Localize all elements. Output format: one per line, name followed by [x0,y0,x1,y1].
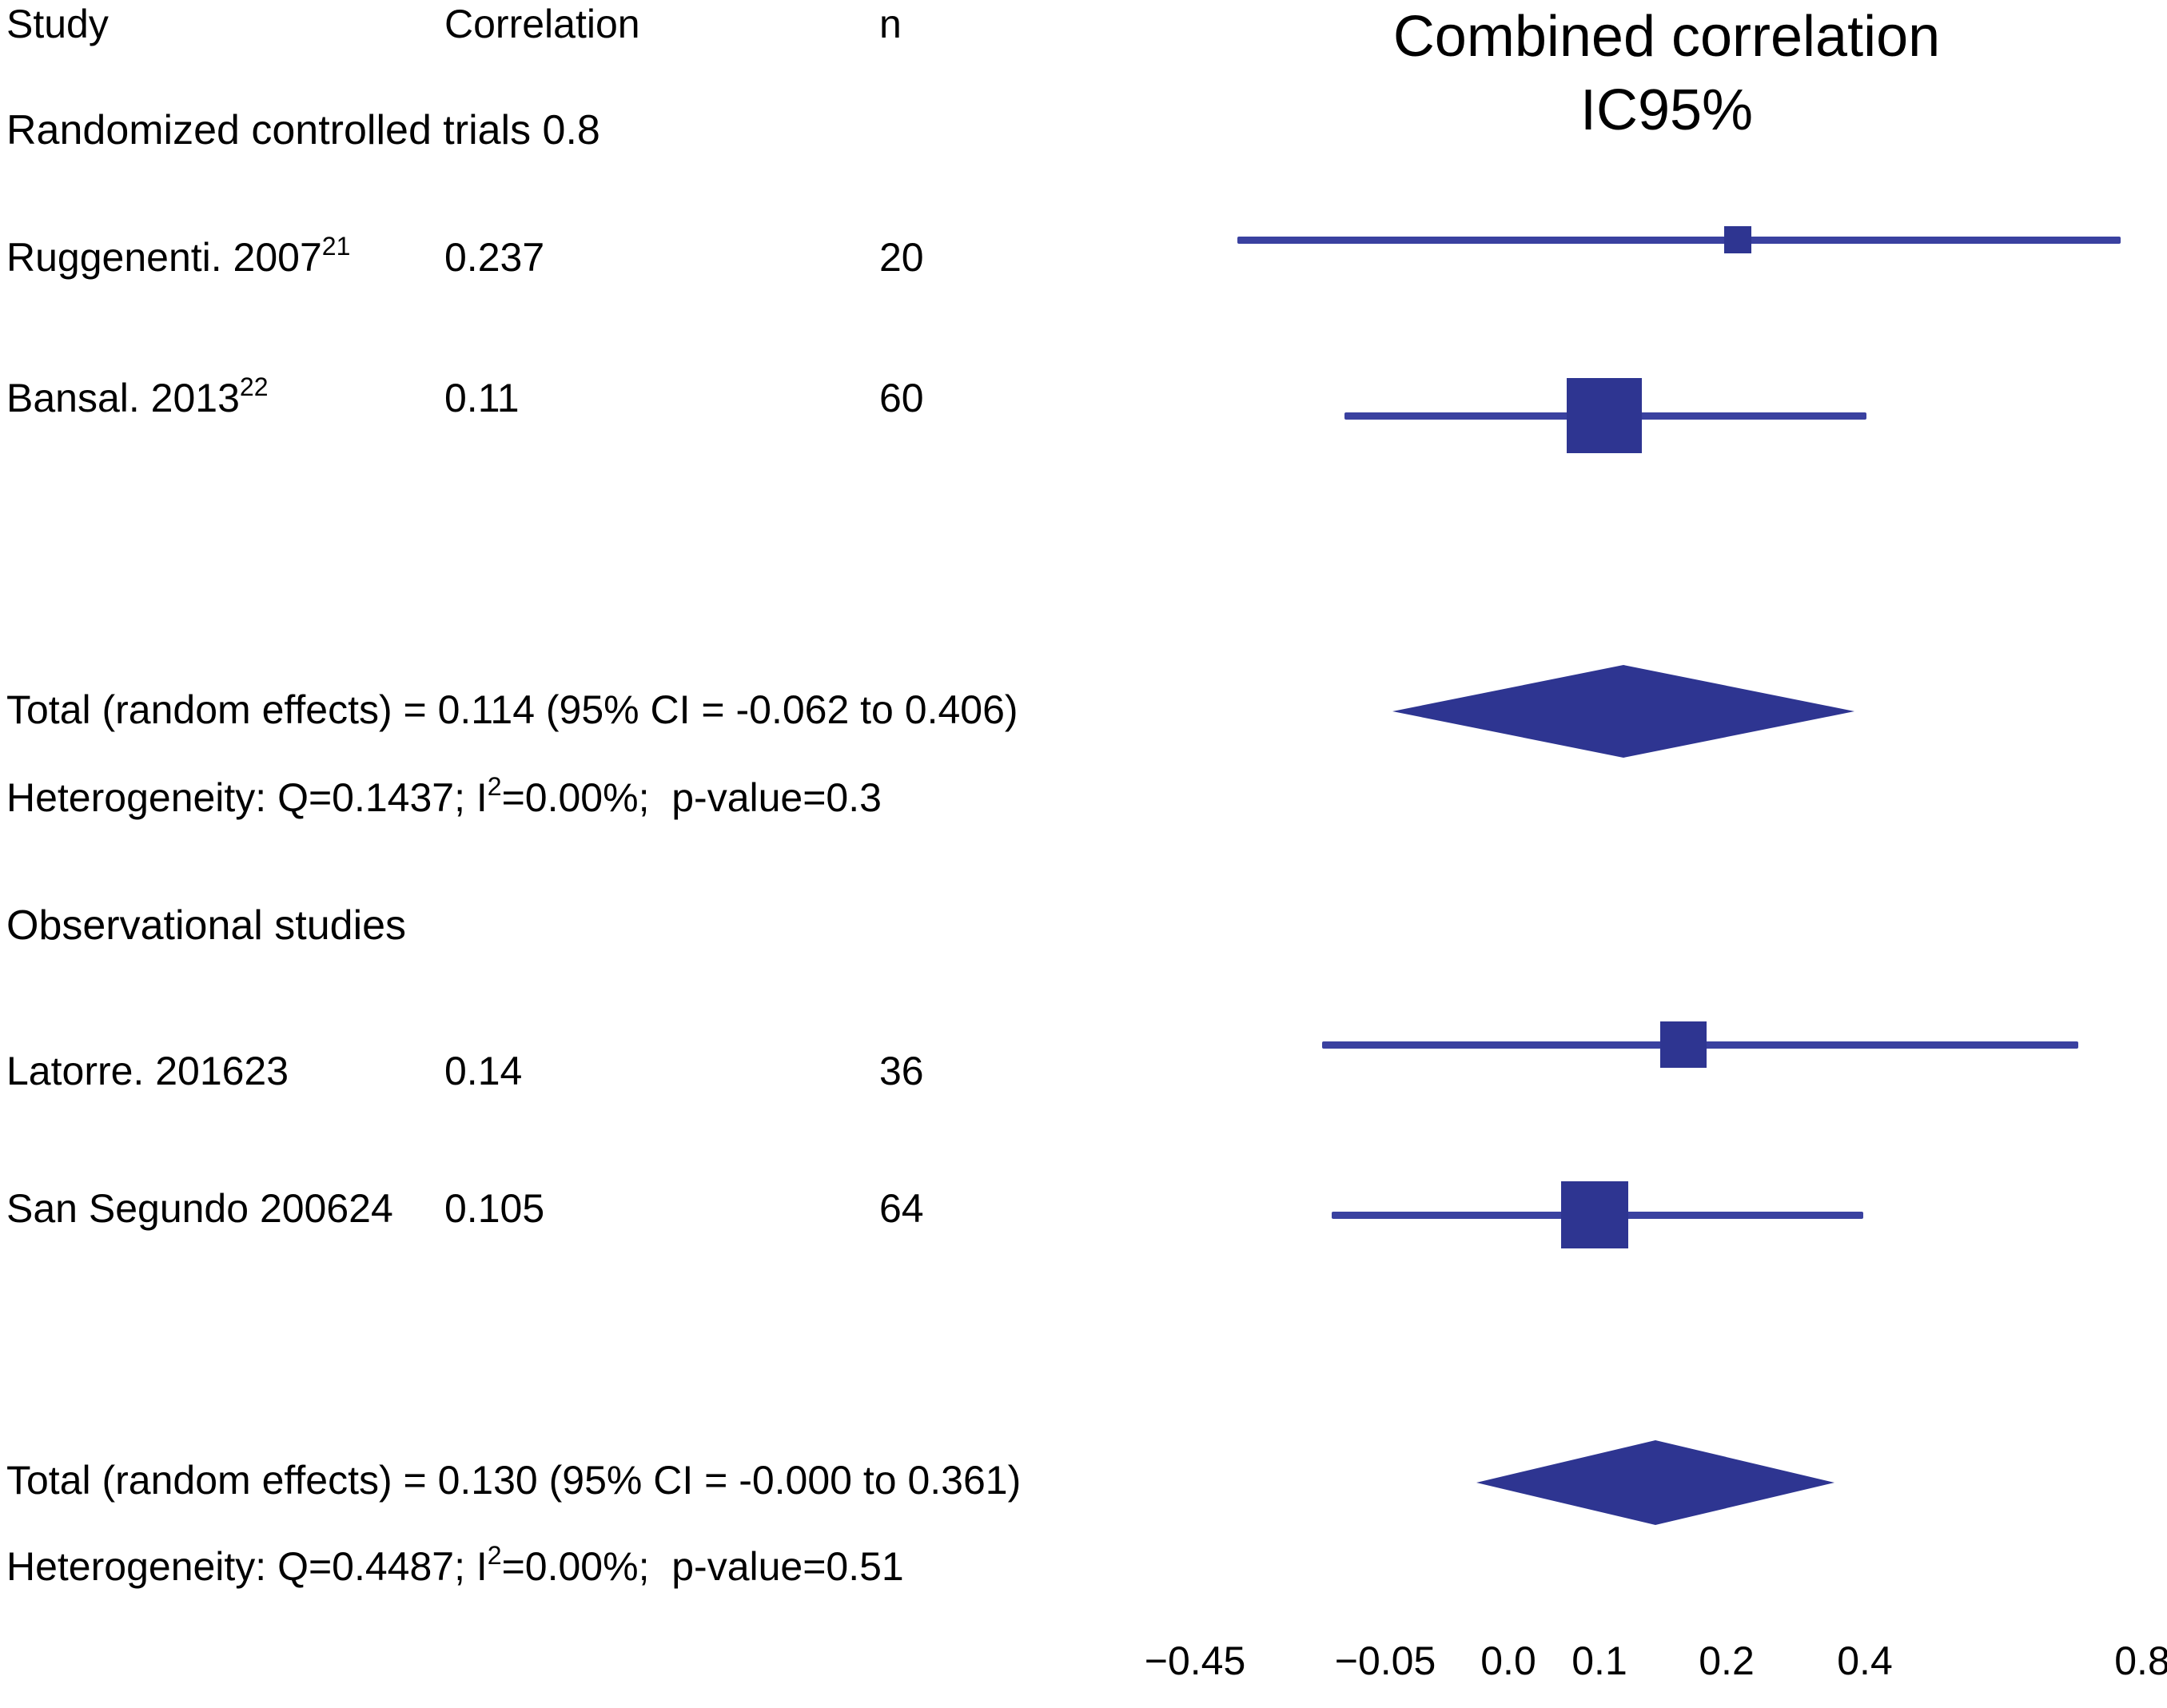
heterogeneity-prefix: Heterogeneity: Q=0.4487; I [6,1544,488,1589]
study-n-value: 60 [879,376,924,420]
study-weight-square [1567,378,1642,453]
study-name: San Segundo 200624 [6,1186,393,1231]
study-correlation-value: 0.237 [444,235,545,280]
study-name: Bansal. 2013 [6,376,240,420]
chart-title: Combined correlation IC95% [1351,0,1982,147]
column-header-study: Study [6,2,109,46]
study-weight-square [1660,1021,1707,1068]
heterogeneity-prefix: Heterogeneity: Q=0.1437; I [6,775,488,820]
group-heterogeneity-text: Heterogeneity: Q=0.4487; I2=0.00%; p-val… [6,1541,904,1595]
study-correlation-value: 0.14 [444,1049,523,1093]
study-weight-square [1724,226,1751,253]
study-n-value: 20 [879,235,924,280]
pooled-estimate-diamond [1392,665,1854,758]
heterogeneity-suffix: =0.00%; p-value=0.51 [501,1544,904,1589]
x-axis-tick-label: −0.45 [1144,1638,1246,1683]
group-total-text: Total (random effects) = 0.114 (95% CI =… [6,687,1018,732]
heterogeneity-suffix: =0.00%; p-value=0.3 [501,775,882,820]
study-n-value: 64 [879,1186,924,1231]
column-header-n: n [879,2,902,46]
x-axis-tick-label: 0.1 [1571,1638,1627,1683]
x-axis-tick-label: 0.0 [1480,1638,1536,1683]
group-heterogeneity-text: Heterogeneity: Q=0.1437; I2=0.00%; p-val… [6,772,882,826]
study-weight-square [1561,1181,1628,1248]
section-header-rct: Randomized controlled trials 0.8 [6,107,600,153]
i-squared-superscript: 2 [487,772,502,801]
study-name: Latorre. 201623 [6,1049,289,1093]
study-label: Latorre. 201623 [6,1047,289,1100]
group-total-text: Total (random effects) = 0.130 (95% CI =… [6,1458,1022,1503]
x-axis-tick-label: 0.4 [1837,1638,1893,1683]
confidence-interval-line [1237,236,2121,244]
study-n-value: 36 [879,1049,924,1093]
i-squared-superscript: 2 [487,1541,502,1570]
section-header-observational: Observational studies [6,902,407,949]
pooled-estimate-diamond [1476,1440,1834,1525]
column-header-correlation: Correlation [444,2,640,46]
study-correlation-value: 0.11 [444,376,520,420]
chart-title-line2: IC95% [1579,78,1754,142]
study-label: San Segundo 200624 [6,1184,393,1237]
chart-title-line1: Combined correlation [1392,5,1941,69]
x-axis-tick-label: 0.2 [1699,1638,1755,1683]
study-ref-superscript: 22 [239,372,269,401]
study-correlation-value: 0.105 [444,1186,545,1231]
x-axis-tick-label: −0.05 [1334,1638,1436,1683]
x-axis-tick-label: 0.8 [2114,1638,2167,1683]
study-ref-superscript: 21 [321,232,351,261]
study-name: Ruggenenti. 2007 [6,235,322,280]
study-label: Ruggenenti. 200721 [6,232,351,286]
study-label: Bansal. 201322 [6,372,269,427]
